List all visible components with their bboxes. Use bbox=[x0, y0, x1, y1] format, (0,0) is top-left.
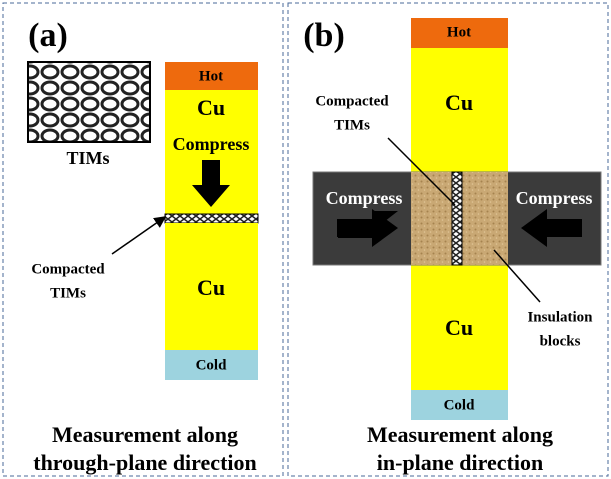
cu-label: Cu bbox=[445, 90, 473, 115]
caption: through-plane direction bbox=[33, 450, 257, 475]
tim-strip bbox=[165, 214, 258, 223]
compress-label: Compress bbox=[326, 188, 403, 208]
panel-label: (a) bbox=[28, 17, 68, 54]
cold-label: Cold bbox=[444, 397, 476, 413]
cold-label: Cold bbox=[196, 357, 228, 373]
compacted-label: Compacted bbox=[315, 93, 389, 109]
tim-image bbox=[28, 62, 150, 142]
figure: (a) TIMs Hot Cu Compress Compacted TIMs … bbox=[0, 0, 611, 479]
cu-label: Cu bbox=[197, 275, 225, 300]
cu-label: Cu bbox=[445, 315, 473, 340]
tim-strip bbox=[452, 172, 462, 265]
caption: in-plane direction bbox=[377, 450, 543, 475]
cu-label: Cu bbox=[197, 95, 225, 120]
caption: Measurement along bbox=[52, 422, 238, 447]
hot-label: Hot bbox=[199, 68, 223, 84]
compacted-label: Compacted bbox=[31, 261, 105, 277]
panel-label: (b) bbox=[303, 17, 345, 54]
pointer bbox=[112, 217, 165, 254]
insulation-label: Insulation bbox=[527, 309, 593, 325]
caption: Measurement along bbox=[367, 422, 553, 447]
hot-label: Hot bbox=[447, 24, 471, 40]
compacted-label: TIMs bbox=[50, 285, 86, 301]
compress-label: Compress bbox=[516, 188, 593, 208]
compress-label: Compress bbox=[173, 134, 250, 154]
insulation-label: blocks bbox=[540, 333, 581, 349]
compacted-label: TIMs bbox=[334, 117, 370, 133]
tim-label: TIMs bbox=[66, 148, 109, 168]
